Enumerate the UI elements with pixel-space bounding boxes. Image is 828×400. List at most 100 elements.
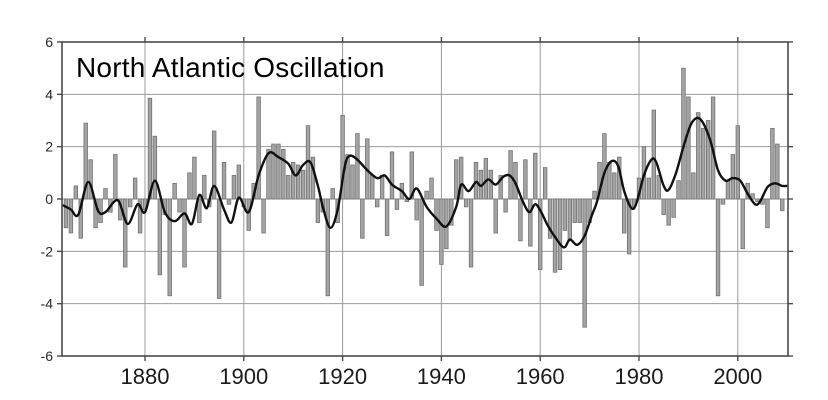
bar-year-1994	[705, 120, 711, 200]
bar-year-1936	[419, 198, 424, 286]
bar-year-1950	[488, 169, 493, 200]
bar-year-1968	[577, 198, 582, 223]
bar-year-1961	[542, 167, 548, 200]
bar-year-1983	[651, 109, 656, 200]
bar-year-1889	[187, 172, 192, 200]
bar-year-1898	[231, 175, 237, 200]
bar-year-1931	[394, 198, 400, 210]
bar-year-1957	[523, 159, 528, 200]
bar-year-1928	[379, 175, 385, 200]
bar-year-1938	[429, 177, 434, 200]
bar-year-1930	[389, 151, 395, 200]
bar-year-1962	[547, 198, 553, 239]
bar-year-1897	[226, 198, 232, 205]
bar-year-1927	[375, 198, 380, 208]
bar-year-2007	[770, 127, 775, 200]
bar-year-1866	[73, 185, 79, 200]
bar-year-1964	[557, 198, 563, 271]
bar-year-1998	[725, 180, 731, 200]
bar-year-1992	[696, 112, 701, 200]
bar-year-1953	[503, 198, 508, 213]
bar-year-1965	[562, 198, 568, 231]
bar-year-1943	[454, 159, 459, 200]
bar-year-1966	[567, 198, 573, 242]
bar-year-1937	[424, 190, 429, 200]
bar-year-1997	[720, 198, 726, 205]
bar-year-1939	[434, 198, 439, 231]
bar-year-1986	[666, 198, 671, 226]
x-tick-label: 1920	[318, 364, 367, 389]
x-tick-label: 1880	[121, 364, 170, 389]
bar-year-1879	[137, 198, 143, 234]
bar-year-1896	[221, 161, 227, 200]
x-tick-label: 1980	[615, 364, 664, 389]
bar-year-1990	[686, 96, 691, 200]
bar-year-1905	[266, 148, 271, 200]
bar-year-1915	[315, 198, 321, 223]
bar-year-1909	[286, 175, 291, 200]
x-tick-label: 1900	[219, 364, 268, 389]
bar-year-2004	[755, 198, 760, 202]
bar-year-1881	[147, 97, 153, 200]
bar-year-1926	[370, 175, 375, 200]
bar-year-1984	[656, 175, 661, 200]
bar-year-1940	[439, 198, 444, 265]
bar-year-1975	[612, 172, 617, 200]
bar-year-1895	[216, 198, 222, 299]
bar-year-1874	[113, 154, 118, 200]
bar-year-1868	[83, 122, 88, 200]
x-tick-label: 1940	[417, 364, 466, 389]
bar-year-1989	[681, 67, 686, 200]
bar-year-1869	[88, 159, 93, 200]
bar-year-2008	[775, 143, 780, 200]
bar-year-1917	[325, 198, 330, 297]
bar-year-1887	[177, 198, 182, 213]
bar-year-1924	[360, 198, 365, 239]
bar-year-1977	[622, 198, 627, 234]
bar-year-1922	[350, 164, 355, 200]
bar-year-1988	[676, 180, 681, 200]
bar-year-1882	[152, 135, 158, 200]
bar-year-1958	[528, 198, 533, 247]
bar-year-1903	[256, 96, 261, 200]
bar-year-1978	[626, 198, 632, 255]
bar-year-1865	[68, 198, 74, 234]
bar-year-1911	[295, 164, 301, 200]
bar-year-1899	[236, 164, 242, 200]
bar-year-1904	[261, 198, 266, 234]
bar-year-2000	[735, 125, 740, 200]
bar-year-1892	[202, 175, 207, 200]
bar-year-1985	[661, 198, 666, 216]
bar-year-1959	[533, 152, 538, 200]
bar-year-1999	[730, 154, 736, 200]
bar-year-1877	[128, 198, 133, 208]
bar-year-1987	[671, 198, 676, 218]
y-tick-label: -6	[41, 348, 54, 364]
bar-year-1996	[715, 198, 721, 297]
bar-year-2003	[750, 193, 755, 200]
bar-year-2009	[780, 198, 785, 212]
annual-bars-group	[63, 67, 785, 328]
bar-year-1878	[132, 177, 138, 200]
bar-year-1864	[63, 198, 69, 229]
bar-year-1876	[123, 198, 128, 268]
bar-year-1908	[281, 148, 286, 200]
bar-year-1973	[602, 133, 607, 200]
bar-year-1918	[330, 188, 335, 200]
bar-year-1921	[345, 154, 350, 200]
bar-year-1956	[518, 198, 523, 242]
bar-year-1971	[592, 190, 597, 200]
x-tick-label: 2000	[713, 364, 762, 389]
bar-year-1894	[211, 130, 217, 200]
bar-year-1929	[384, 198, 390, 237]
bar-year-1947	[473, 161, 479, 200]
bar-year-1969	[582, 198, 587, 328]
bar-year-1960	[538, 198, 543, 271]
bar-year-2001	[740, 198, 745, 250]
bar-year-1946	[468, 198, 474, 268]
bar-year-1920	[340, 114, 345, 200]
bar-year-1945	[463, 198, 469, 208]
bar-year-1993	[701, 127, 706, 200]
bar-year-1934	[409, 151, 414, 200]
